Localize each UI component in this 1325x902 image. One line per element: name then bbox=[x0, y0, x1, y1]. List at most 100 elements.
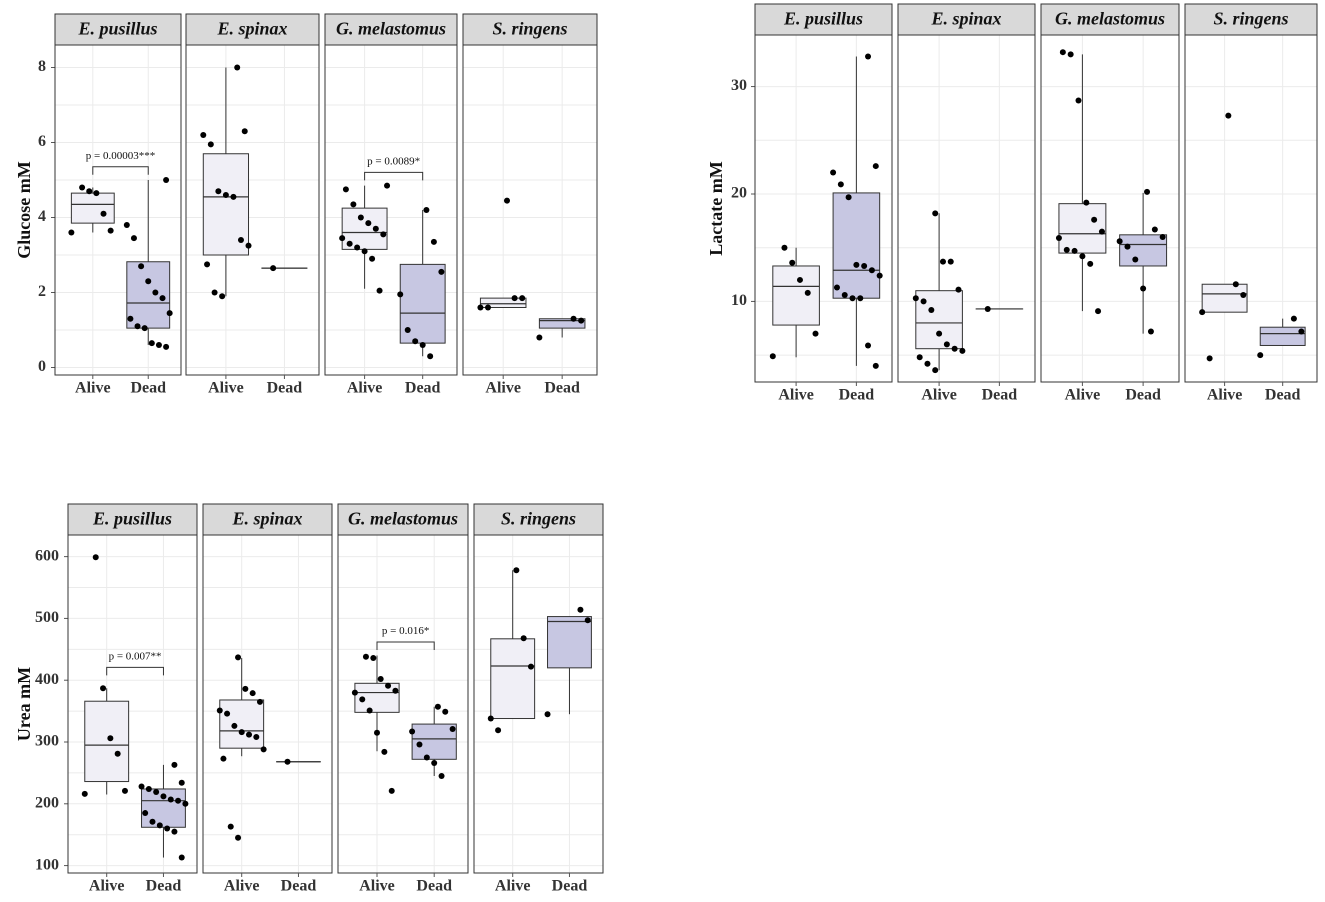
lactate-e-spinax-alive-point bbox=[955, 286, 962, 293]
lactate-s-ringens-plot-area bbox=[1185, 35, 1317, 382]
lactate-s-ringens-dead-box bbox=[1259, 326, 1306, 346]
glucose-g-melastomus-alive-point bbox=[350, 201, 357, 208]
urea-s-ringens-x-tick-label-dead: Dead bbox=[552, 878, 588, 895]
urea-e-spinax-x-tick-label-dead: Dead bbox=[281, 878, 317, 895]
glucose-g-melastomus-alive-point bbox=[346, 240, 353, 247]
lactate-g-melastomus-alive-point bbox=[1091, 216, 1098, 223]
lactate-e-pusillus-dead-point bbox=[872, 362, 879, 369]
urea-e-spinax-alive-point bbox=[224, 710, 231, 717]
glucose-s-ringens-panel-border bbox=[462, 44, 598, 376]
glucose-e-pusillus-dead-point bbox=[123, 222, 130, 228]
lactate-s-ringens-x-tick-label-alive: Alive bbox=[1207, 387, 1243, 404]
glucose-e-pusillus-x-tick-label-dead: Dead bbox=[130, 380, 166, 397]
urea-g-melastomus-x-tick-label-dead: Dead bbox=[416, 878, 452, 895]
urea-g-melastomus-significance-bracket bbox=[376, 641, 435, 650]
glucose-g-melastomus-alive-point bbox=[342, 186, 349, 193]
lactate-g-melastomus-dead-point bbox=[1140, 285, 1147, 292]
urea-e-spinax-alive-point bbox=[231, 722, 238, 729]
glucose-g-melastomus-dead-point bbox=[404, 327, 411, 333]
urea-e-pusillus-alive-point bbox=[107, 735, 114, 742]
urea-s-ringens-alive-point bbox=[487, 715, 494, 722]
urea-e-spinax-alive-point bbox=[246, 731, 253, 738]
urea-y-tick-label: 300 bbox=[35, 733, 59, 750]
lactate-g-melastomus-dead-box bbox=[1119, 234, 1168, 267]
urea-e-pusillus-alive-point bbox=[121, 787, 128, 794]
urea-g-melastomus-alive-point bbox=[374, 729, 380, 736]
urea-e-pusillus-dead-point bbox=[175, 797, 182, 804]
lactate-e-spinax-alive-point bbox=[936, 330, 943, 337]
urea-s-ringens-strip bbox=[473, 503, 604, 536]
urea-g-melastomus-strip-label: G. melastomus bbox=[348, 509, 458, 529]
glucose-y-tick-label: 0 bbox=[38, 358, 46, 375]
lactate-e-spinax-x-tick-label-dead: Dead bbox=[982, 387, 1018, 404]
glucose-e-spinax-alive-point bbox=[211, 289, 218, 296]
glucose-e-spinax-alive-point bbox=[230, 193, 237, 200]
glucose-e-pusillus-strip-label: E. pusillus bbox=[77, 19, 157, 39]
glucose-e-pusillus-dead-point bbox=[163, 343, 170, 350]
lactate-g-melastomus-alive-point bbox=[1095, 308, 1102, 315]
glucose-e-spinax-alive-point bbox=[241, 128, 248, 135]
glucose-g-melastomus-dead-point bbox=[438, 268, 445, 275]
urea-g-melastomus-dead-point bbox=[438, 772, 445, 779]
glucose-s-ringens-alive-point bbox=[511, 295, 518, 302]
lactate-e-pusillus-dead-point bbox=[845, 194, 852, 201]
lactate-e-spinax-alive-point bbox=[932, 367, 939, 374]
urea-g-melastomus-alive-point bbox=[370, 654, 377, 661]
urea-e-spinax-alive-point bbox=[256, 698, 263, 705]
urea-e-pusillus-dead-point bbox=[171, 828, 178, 835]
lactate-s-ringens-alive-point bbox=[1206, 355, 1213, 362]
lactate-e-spinax-alive-point bbox=[916, 354, 923, 361]
lactate-g-melastomus-panel: G. melastomus Alive Dead bbox=[1040, 3, 1180, 404]
glucose-e-spinax-dead-point bbox=[270, 265, 277, 272]
urea-g-melastomus-dead-point bbox=[423, 754, 430, 761]
urea-e-pusillus-dead-point bbox=[167, 796, 174, 803]
urea-e-pusillus-dead-point bbox=[149, 818, 156, 825]
lactate-s-ringens-alive-point bbox=[1199, 309, 1206, 316]
lactate-e-spinax-alive-point bbox=[939, 258, 946, 265]
glucose-g-melastomus-alive-point bbox=[361, 248, 368, 255]
urea-y-tick-label: 100 bbox=[35, 856, 59, 873]
glucose-e-pusillus-significance-bracket bbox=[92, 166, 149, 175]
urea-e-spinax-alive-point bbox=[253, 734, 260, 741]
glucose-s-ringens-strip-label: S. ringens bbox=[492, 19, 567, 39]
urea-s-ringens-panel: S. ringens Alive Dead bbox=[473, 503, 604, 895]
urea-s-ringens-x-tick-label-alive: Alive bbox=[495, 878, 531, 895]
glucose-s-ringens-strip bbox=[462, 13, 598, 46]
urea-e-pusillus-dead-point bbox=[142, 810, 149, 817]
lactate-e-spinax-strip-label: E. spinax bbox=[930, 9, 1001, 29]
lactate-e-spinax-dead-point bbox=[984, 305, 991, 312]
glucose-y-tick-label: 4 bbox=[38, 208, 46, 225]
lactate-g-melastomus-alive-point bbox=[1083, 199, 1090, 206]
lactate-g-melastomus-dead-point bbox=[1159, 233, 1166, 240]
urea-g-melastomus-alive-point bbox=[359, 696, 366, 703]
urea-g-melastomus-alive-point bbox=[351, 689, 358, 696]
lactate-e-pusillus-dead-point bbox=[861, 262, 868, 269]
glucose-g-melastomus-p-value-label: p = 0.0089* bbox=[367, 155, 420, 167]
urea-e-pusillus-alive-point bbox=[81, 790, 88, 797]
lactate-e-pusillus-alive-point bbox=[781, 244, 788, 251]
urea-s-ringens-dead-point bbox=[544, 711, 551, 718]
glucose-e-pusillus-dead-point bbox=[138, 263, 145, 270]
lactate-g-melastomus-dead-point bbox=[1132, 256, 1139, 263]
urea-g-melastomus-dead-point bbox=[434, 703, 441, 710]
lactate-s-ringens-dead-point bbox=[1298, 328, 1305, 335]
glucose-y-tick-label: 2 bbox=[38, 283, 46, 300]
glucose-e-pusillus-alive-point bbox=[79, 184, 86, 191]
urea-e-spinax-alive-point bbox=[235, 834, 242, 841]
urea-e-pusillus-dead-point bbox=[178, 854, 185, 861]
urea-e-pusillus-x-tick-label-dead: Dead bbox=[146, 878, 182, 895]
urea-e-pusillus-dead-point bbox=[138, 783, 145, 790]
glucose-e-spinax-alive-point bbox=[237, 237, 244, 243]
glucose-g-melastomus-alive-point bbox=[365, 220, 372, 227]
urea-e-spinax-alive-point bbox=[242, 685, 249, 692]
glucose-e-pusillus-dead-point bbox=[134, 323, 141, 330]
glucose-e-spinax-alive-point bbox=[200, 132, 207, 138]
lactate-g-melastomus-strip bbox=[1040, 3, 1180, 36]
lactate-e-pusillus-dead-point bbox=[849, 295, 856, 302]
lactate-s-ringens-dead-point bbox=[1257, 352, 1264, 359]
urea-g-melastomus-dead-point bbox=[416, 741, 423, 748]
urea-e-pusillus-strip bbox=[67, 503, 198, 536]
urea-e-spinax-alive-point bbox=[220, 755, 227, 762]
lactate-e-spinax-x-tick-label-alive: Alive bbox=[921, 387, 957, 404]
